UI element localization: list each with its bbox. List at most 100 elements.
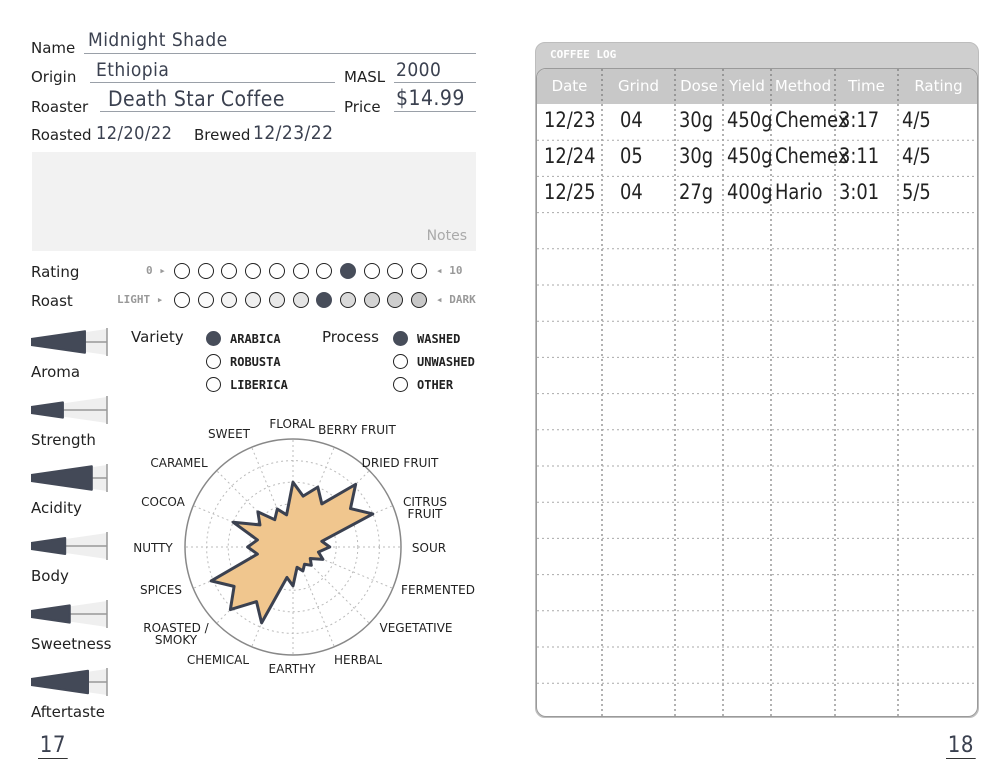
roasted-field[interactable]: 12/20/22 (96, 123, 173, 144)
name-label: Name (31, 39, 76, 57)
rating-option-4[interactable] (268, 263, 285, 279)
roast-option-6[interactable] (316, 292, 333, 308)
log-cell-dose[interactable]: 30g (679, 108, 714, 132)
name-field[interactable]: Midnight Shade (88, 29, 228, 51)
roaster-field[interactable]: Death Star Coffee (108, 87, 285, 111)
log-cell-time[interactable]: 3:11 (839, 144, 880, 169)
process-option-label: UNWASHED (417, 355, 475, 369)
attribute-slider-acidity[interactable] (30, 463, 109, 493)
roaster-label: Roaster (31, 98, 89, 116)
flavor-label: EARTHY (268, 662, 316, 676)
log-cell-method[interactable]: Chemex (775, 144, 849, 169)
masl-field[interactable]: 2000 (396, 59, 442, 81)
rating-option-9[interactable] (387, 263, 404, 279)
column-header-yield: Yield (729, 77, 765, 95)
roast-option-3[interactable] (245, 292, 262, 308)
column-header-rating: Rating (914, 77, 963, 95)
variety-radio-liberica[interactable] (206, 377, 221, 392)
notes-label: Notes (426, 228, 467, 244)
process-radio-other[interactable] (393, 377, 408, 392)
roast-option-2[interactable] (221, 292, 238, 308)
notes-area[interactable]: Notes (32, 152, 476, 251)
radar-spoke (216, 470, 294, 548)
process-option-label: WASHED (417, 332, 461, 346)
roast-option-0[interactable] (174, 292, 190, 308)
attribute-slider-sweetness[interactable] (30, 599, 109, 629)
attribute-slider-strength[interactable] (30, 395, 109, 425)
attribute-label: Body (31, 567, 69, 585)
brewed-field[interactable]: 12/23/22 (253, 122, 334, 144)
log-cell-yield[interactable]: 450g (727, 144, 773, 169)
log-cell-rating[interactable]: 4/5 (902, 108, 931, 132)
log-cell-grind[interactable]: 05 (620, 144, 643, 169)
flavor-label: VEGETATIVE (379, 621, 453, 635)
roast-option-1[interactable] (197, 292, 214, 308)
rating-option-5[interactable] (292, 263, 309, 279)
brewed-label: Brewed (194, 126, 251, 144)
coffee-log-title: COFFEE LOG (550, 48, 617, 61)
rating-option-0[interactable] (174, 263, 190, 279)
variety-option-label: LIBERICA (230, 378, 288, 392)
flavor-label: NUTTY (133, 541, 173, 555)
process-radio-unwashed[interactable] (393, 354, 408, 369)
rating-option-10[interactable] (411, 263, 427, 279)
roast-option-7[interactable] (339, 292, 356, 308)
radar-ring (184, 438, 402, 656)
log-cell-yield[interactable]: 450g (727, 108, 773, 132)
flavor-label: CARAMEL (150, 456, 208, 470)
rating-option-8[interactable] (363, 263, 380, 279)
radar-spoke (193, 505, 294, 548)
column-header-method: Method (774, 77, 832, 95)
log-cell-date[interactable]: 12/24 (544, 144, 596, 169)
log-cell-rating[interactable]: 4/5 (902, 144, 931, 169)
attribute-slider-aroma[interactable] (30, 327, 109, 357)
attribute-label: Aroma (31, 363, 81, 381)
roast-option-8[interactable] (363, 292, 380, 308)
attribute-level-fill (30, 669, 89, 695)
log-cell-grind[interactable]: 04 (620, 180, 643, 205)
log-cell-date[interactable]: 12/25 (544, 180, 596, 205)
attribute-label: Acidity (31, 499, 82, 517)
price-field[interactable]: $14.99 (396, 86, 465, 110)
flavor-label: HERBAL (333, 653, 383, 667)
attribute-level-fill (30, 604, 71, 624)
log-cell-method[interactable]: Hario (775, 180, 823, 205)
log-cell-yield[interactable]: 400g (727, 180, 773, 205)
roast-option-10[interactable] (411, 292, 427, 308)
flavor-label: FLORAL (269, 417, 315, 431)
flavor-label: CHEMICAL (186, 653, 250, 667)
flavor-label: CITRUS FRUIT (403, 495, 447, 521)
roasted-label: Roasted (31, 126, 92, 144)
column-header-time: Time (848, 77, 885, 95)
process-radio-washed[interactable] (393, 331, 408, 346)
rating-label: Rating (31, 263, 80, 281)
attribute-label: Sweetness (31, 635, 112, 653)
roast-option-5[interactable] (292, 292, 309, 308)
log-cell-method[interactable]: Chemex (775, 108, 849, 132)
log-cell-time[interactable]: 3:17 (839, 108, 880, 132)
log-cell-grind[interactable]: 04 (620, 108, 643, 132)
log-cell-rating[interactable]: 5/5 (902, 180, 931, 205)
rating-option-1[interactable] (197, 263, 214, 279)
log-cell-time[interactable]: 3:01 (839, 180, 880, 205)
rating-option-3[interactable] (245, 263, 262, 279)
roast-option-9[interactable] (387, 292, 404, 308)
coffee-log: COFFEE LOG Date Grind Dose Yield Method Time R… (535, 42, 979, 718)
attribute-slider-body[interactable] (30, 531, 109, 561)
log-cell-dose[interactable]: 27g (679, 180, 714, 205)
variety-label: Variety (131, 328, 184, 346)
rating-option-6[interactable] (316, 263, 333, 279)
variety-radio-arabica[interactable] (206, 331, 221, 346)
flavor-label: SOUR (411, 541, 447, 555)
rating-max-label: ◂ 10 (436, 264, 463, 277)
rating-option-2[interactable] (221, 263, 238, 279)
log-cell-dose[interactable]: 30g (679, 144, 714, 169)
price-label: Price (344, 98, 381, 116)
origin-field[interactable]: Ethiopia (96, 59, 170, 81)
rating-option-7[interactable] (339, 263, 356, 279)
log-cell-date[interactable]: 12/23 (544, 108, 596, 132)
attribute-level-fill (30, 465, 93, 491)
variety-radio-robusta[interactable] (206, 354, 221, 369)
roast-option-4[interactable] (268, 292, 285, 308)
attribute-slider-aftertaste[interactable] (30, 667, 109, 697)
